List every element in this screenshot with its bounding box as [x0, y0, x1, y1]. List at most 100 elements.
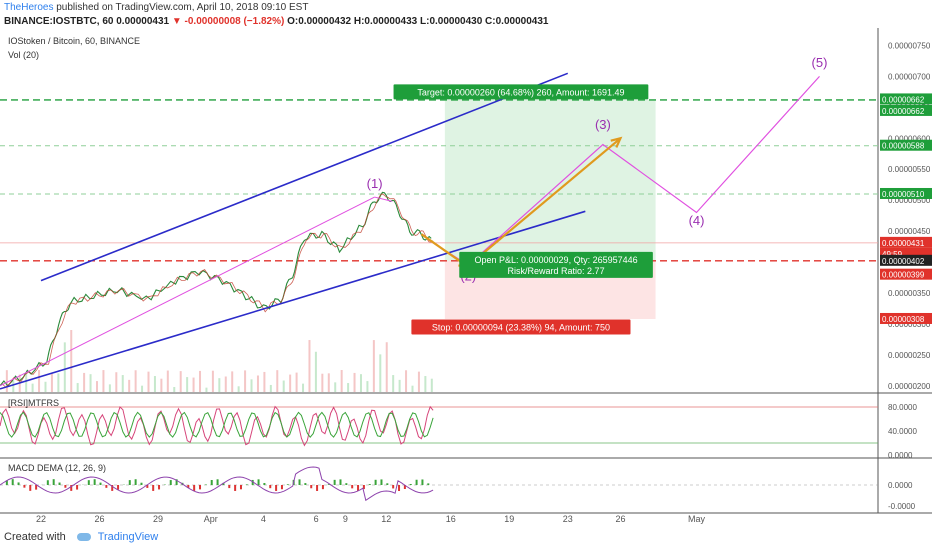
macd-histogram-bar — [362, 485, 365, 490]
macd-histogram-bar — [427, 483, 430, 485]
rsi-tick-label: 80.0000 — [888, 403, 917, 412]
volume-bar — [128, 379, 131, 392]
projection-arrow-up-head — [610, 136, 623, 148]
volume-bar — [398, 379, 401, 392]
pnl-label-bg — [459, 251, 653, 278]
volume-bar — [430, 378, 433, 392]
volume-bar — [121, 375, 124, 392]
x-tick-label: 9 — [343, 514, 348, 524]
volume-bar — [334, 382, 337, 392]
macd-histogram-bar — [169, 480, 172, 485]
volume-bar — [250, 379, 253, 392]
wave-label: (1) — [367, 176, 383, 191]
volume-bar — [115, 372, 118, 392]
volume-bar — [205, 387, 208, 392]
price-tick-label: 0.00000200 — [888, 382, 931, 391]
macd-tick-label: 0.0000 — [888, 481, 913, 490]
price-tag-bg — [880, 254, 932, 266]
macd-histogram-bar — [35, 485, 38, 490]
price-tick-label: 0.00000600 — [888, 134, 931, 143]
macd-histogram-bar — [93, 479, 96, 485]
volume-bar — [25, 372, 28, 392]
volume-bar — [134, 370, 137, 392]
volume-bar — [38, 370, 41, 392]
volume-bar — [269, 384, 272, 392]
macd-histogram-bar — [210, 480, 213, 485]
macd-histogram-bar — [87, 480, 90, 485]
volume-bar — [63, 342, 66, 392]
macd-histogram-bar — [415, 479, 418, 485]
price-tick-label: 0.00000700 — [888, 72, 931, 81]
price-tick-label: 0.00000300 — [888, 320, 931, 329]
macd-histogram-bar — [204, 484, 207, 485]
volume-bar — [327, 373, 330, 392]
symbol-info: BINANCE:IOSTBTC, 60 0.00000431 — [4, 16, 170, 27]
ohlc-values: O:0.00000432 H:0.00000433 L:0.00000430 C… — [287, 16, 549, 27]
volume-bar — [321, 373, 324, 392]
macd-histogram-bar — [105, 485, 108, 488]
volume-bar — [405, 370, 408, 392]
macd-histogram-bar — [187, 485, 190, 489]
x-tick-label: Apr — [204, 514, 218, 524]
macd-histogram-bar — [11, 479, 14, 485]
macd-histogram-bar — [5, 480, 8, 485]
volume-bar — [218, 378, 221, 392]
macd-legend: MACD DEMA (12, 26, 9) — [8, 463, 106, 473]
target-label: Target: 0.00000260 (64.68%) 260, Amount:… — [393, 84, 649, 100]
price-tick-label: 0.00000500 — [888, 196, 931, 205]
wave-guide-line — [0, 196, 375, 387]
profit-zone — [444, 99, 656, 261]
price-tick-label: 0.00000250 — [888, 351, 931, 360]
macd-histogram-bar — [146, 485, 149, 488]
volume-bar — [237, 386, 240, 392]
created-with-text: Created with — [4, 531, 66, 543]
tradingview-brand[interactable]: TradingView — [97, 531, 159, 543]
x-tick-label: 26 — [94, 514, 104, 524]
macd-histogram-bar — [111, 485, 114, 491]
macd-histogram-bar — [310, 485, 313, 489]
x-tick-label: 19 — [504, 514, 514, 524]
macd-tick-label: -0.0000 — [888, 502, 916, 511]
macd-histogram-bar — [222, 482, 225, 485]
channel-lower-line — [0, 210, 586, 390]
volume-bar — [211, 370, 214, 392]
volume-bar — [12, 380, 15, 392]
pnl-label: Open P&L: 0.00000029, Qty: 265957446Risk… — [459, 251, 653, 278]
volume-bar — [147, 371, 150, 392]
target-label-text: Target: 0.00000260 (64.68%) 260, Amount:… — [417, 87, 624, 97]
volume-bar — [50, 373, 53, 392]
volume-bar — [302, 383, 305, 392]
price-tag: 0.00000662 — [882, 107, 925, 116]
macd-histogram-bar — [380, 479, 383, 485]
pnl-label-text: Risk/Reward Ratio: 2.77 — [508, 266, 605, 276]
projection-arrow-up — [473, 137, 622, 262]
volume-bar — [89, 374, 92, 392]
macd-histogram-bar — [321, 485, 324, 490]
author-link[interactable]: TheHeroes — [4, 2, 54, 13]
macd-histogram-bar — [298, 479, 301, 485]
macd-histogram-bar — [351, 485, 354, 489]
price-tag: 0.00000399 — [882, 271, 925, 280]
volume-bar — [340, 370, 343, 392]
x-tick-label: 16 — [446, 514, 456, 524]
macd-histogram-bar — [327, 484, 330, 485]
macd-histogram-bar — [70, 485, 73, 491]
volume-bar — [314, 351, 317, 392]
macd-histogram-bar — [403, 485, 406, 490]
volume-bar — [372, 340, 375, 392]
macd-histogram-bar — [280, 485, 283, 490]
publish-info: TheHeroes published on TradingView.com, … — [4, 2, 308, 13]
volume-bar — [308, 340, 311, 392]
macd-histogram-bar — [245, 484, 248, 485]
target-label-bg — [393, 84, 649, 100]
macd-histogram-bar — [17, 482, 20, 485]
volume-bar — [417, 371, 420, 392]
macd-histogram-bar — [286, 484, 289, 485]
macd-histogram-bar — [99, 482, 102, 485]
price-tag-bg — [880, 104, 932, 116]
price-tag: 49:59 — [882, 250, 903, 259]
x-tick-label: 6 — [314, 514, 319, 524]
macd-histogram-bar — [64, 485, 67, 488]
macd-histogram-bar — [152, 485, 155, 491]
